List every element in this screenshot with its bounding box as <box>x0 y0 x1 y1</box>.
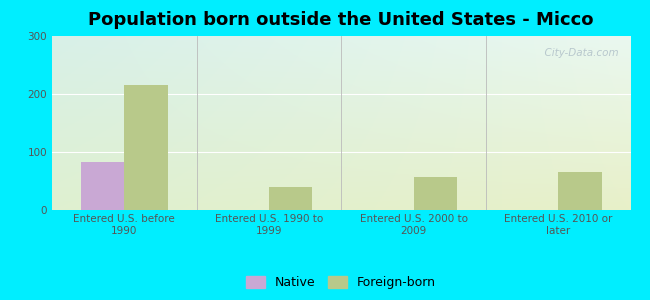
Bar <box>81 162 124 210</box>
Text: City-Data.com: City-Data.com <box>538 48 619 58</box>
Bar <box>269 187 312 210</box>
Title: Population born outside the United States - Micco: Population born outside the United State… <box>88 11 594 29</box>
Bar <box>558 172 601 210</box>
Bar <box>124 85 168 210</box>
Legend: Native, Foreign-born: Native, Foreign-born <box>241 271 441 294</box>
Bar <box>413 177 457 210</box>
